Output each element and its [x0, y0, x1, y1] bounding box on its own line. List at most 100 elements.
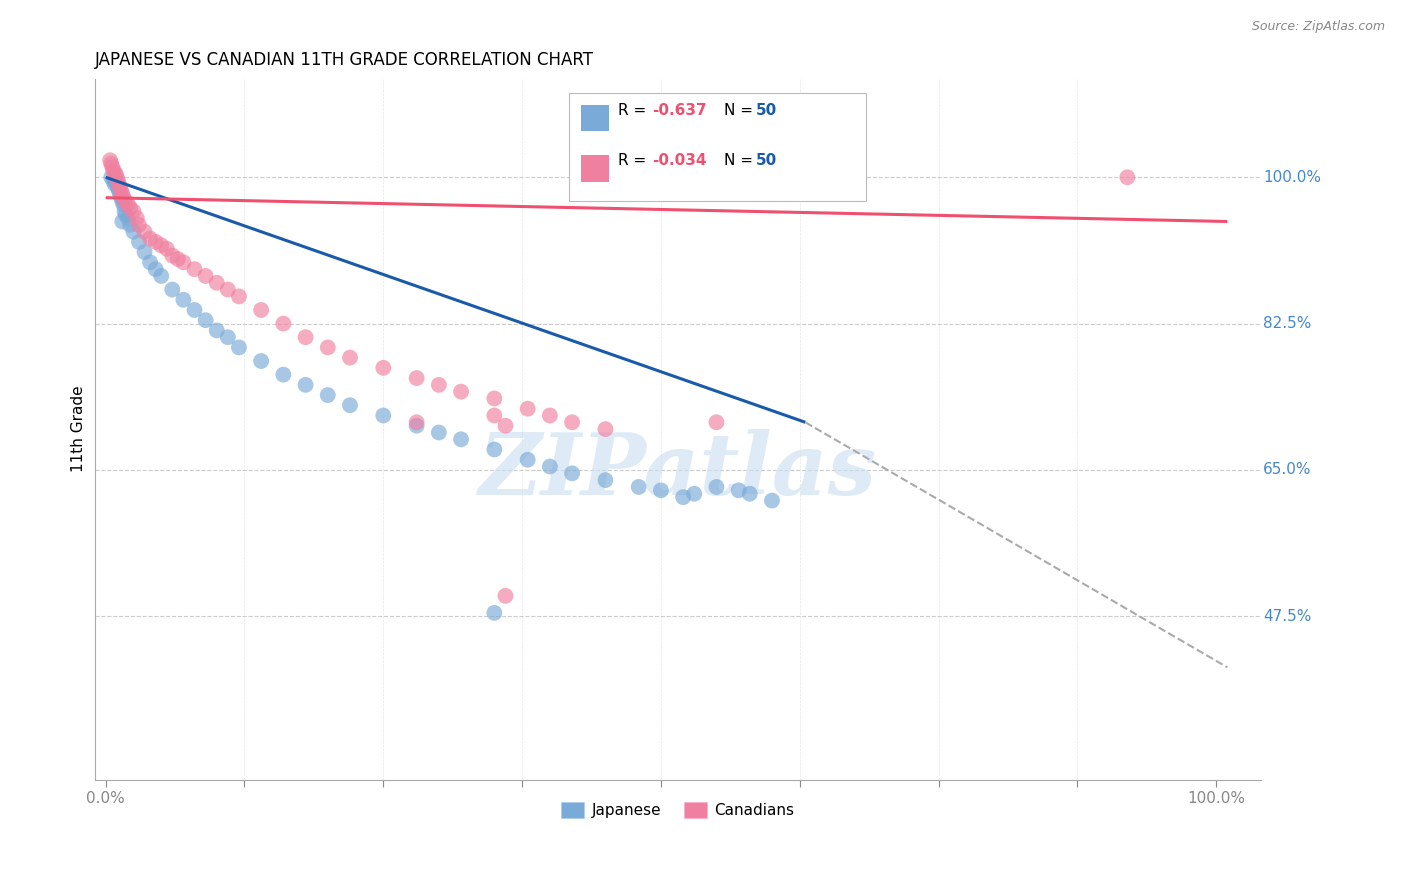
- Text: Source: ZipAtlas.com: Source: ZipAtlas.com: [1251, 20, 1385, 33]
- Point: [595, 422, 617, 436]
- Point: [484, 442, 506, 457]
- Point: [595, 473, 617, 487]
- Point: [104, 167, 127, 181]
- Point: [112, 197, 135, 211]
- Point: [495, 418, 517, 433]
- Point: [103, 174, 125, 188]
- Point: [217, 283, 239, 297]
- Point: [117, 211, 139, 226]
- Point: [103, 163, 125, 178]
- Point: [128, 235, 150, 249]
- Text: N =: N =: [724, 103, 758, 118]
- Point: [316, 388, 339, 402]
- Point: [145, 262, 167, 277]
- Point: [114, 204, 136, 219]
- Point: [627, 480, 650, 494]
- Point: [145, 235, 167, 249]
- Point: [450, 384, 472, 399]
- Point: [250, 303, 273, 318]
- Point: [172, 255, 194, 269]
- Point: [450, 432, 472, 446]
- Point: [194, 268, 217, 283]
- Point: [101, 160, 124, 174]
- Point: [103, 177, 125, 191]
- Point: [538, 409, 561, 423]
- Point: [273, 368, 295, 382]
- Point: [273, 317, 295, 331]
- Point: [205, 276, 228, 290]
- Text: -0.034: -0.034: [652, 153, 706, 168]
- Point: [495, 589, 517, 603]
- Point: [134, 225, 156, 239]
- Point: [373, 409, 395, 423]
- Point: [110, 191, 132, 205]
- Point: [98, 153, 121, 168]
- Point: [761, 493, 783, 508]
- Point: [139, 255, 162, 269]
- Point: [111, 194, 134, 208]
- Point: [107, 174, 129, 188]
- Point: [162, 248, 184, 262]
- Text: JAPANESE VS CANADIAN 11TH GRADE CORRELATION CHART: JAPANESE VS CANADIAN 11TH GRADE CORRELAT…: [94, 51, 593, 69]
- Point: [650, 483, 672, 498]
- Point: [128, 218, 150, 232]
- Text: N =: N =: [724, 153, 758, 168]
- Point: [112, 191, 135, 205]
- Point: [100, 156, 122, 170]
- Text: 50: 50: [755, 103, 778, 118]
- Point: [561, 415, 583, 429]
- FancyBboxPatch shape: [569, 93, 866, 202]
- Point: [727, 483, 749, 498]
- Point: [405, 418, 427, 433]
- Text: -0.637: -0.637: [652, 103, 707, 118]
- Point: [561, 467, 583, 481]
- Point: [427, 377, 450, 392]
- Point: [194, 313, 217, 327]
- Point: [294, 330, 316, 344]
- Point: [405, 415, 427, 429]
- Point: [405, 371, 427, 385]
- Text: 47.5%: 47.5%: [1263, 608, 1312, 624]
- Legend: Japanese, Canadians: Japanese, Canadians: [554, 797, 800, 824]
- Point: [228, 340, 250, 354]
- Point: [516, 401, 538, 416]
- Point: [683, 487, 706, 501]
- Point: [117, 197, 139, 211]
- Point: [738, 487, 761, 501]
- Point: [217, 330, 239, 344]
- Point: [111, 214, 134, 228]
- Point: [122, 225, 145, 239]
- Point: [484, 409, 506, 423]
- Point: [516, 452, 538, 467]
- Text: 100.0%: 100.0%: [1263, 169, 1320, 185]
- Point: [120, 201, 142, 215]
- Point: [108, 177, 131, 191]
- Point: [162, 283, 184, 297]
- Point: [339, 398, 361, 412]
- Point: [183, 262, 205, 277]
- Point: [484, 392, 506, 406]
- Point: [111, 187, 134, 202]
- Point: [1116, 170, 1139, 185]
- FancyBboxPatch shape: [581, 155, 609, 182]
- Point: [122, 204, 145, 219]
- Point: [316, 340, 339, 354]
- Point: [108, 184, 131, 198]
- Point: [100, 170, 122, 185]
- Text: 82.5%: 82.5%: [1263, 316, 1312, 331]
- Point: [125, 211, 148, 226]
- Point: [167, 252, 190, 266]
- Point: [373, 360, 395, 375]
- Text: R =: R =: [619, 153, 651, 168]
- Point: [672, 490, 695, 504]
- Point: [108, 187, 131, 202]
- Point: [150, 238, 173, 252]
- Point: [250, 354, 273, 368]
- Point: [484, 606, 506, 620]
- Text: R =: R =: [619, 103, 651, 118]
- Point: [103, 167, 125, 181]
- Point: [110, 184, 132, 198]
- Point: [105, 177, 128, 191]
- Point: [134, 245, 156, 260]
- Point: [706, 480, 728, 494]
